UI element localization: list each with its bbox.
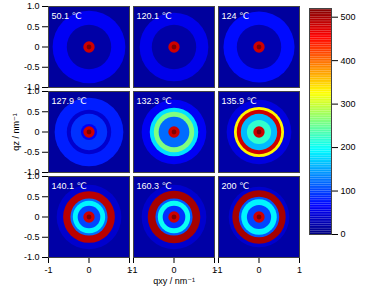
svg-text:0: 0 [34, 127, 39, 137]
svg-text:132.3 ℃: 132.3 ℃ [137, 96, 172, 106]
svg-text:0: 0 [86, 265, 91, 275]
svg-text:-1.0: -1.0 [24, 252, 40, 262]
svg-text:0: 0 [171, 265, 176, 275]
svg-text:1.0: 1.0 [27, 86, 40, 96]
svg-text:0.5: 0.5 [27, 107, 40, 117]
svg-text:100: 100 [341, 186, 356, 196]
svg-text:400: 400 [341, 56, 356, 66]
svg-text:1.0: 1.0 [27, 171, 40, 181]
svg-text:1: 1 [297, 265, 302, 275]
svg-text:0: 0 [34, 212, 39, 222]
svg-text:160.3 ℃: 160.3 ℃ [137, 181, 172, 191]
svg-text:-1: -1 [214, 265, 222, 275]
svg-text:qz / nm⁻¹: qz / nm⁻¹ [11, 113, 21, 150]
svg-text:500: 500 [341, 12, 356, 22]
svg-text:-0.5: -0.5 [24, 147, 40, 157]
svg-text:140.1 ℃: 140.1 ℃ [52, 181, 87, 191]
svg-text:200 ℃: 200 ℃ [222, 181, 250, 191]
svg-text:-1: -1 [129, 265, 137, 275]
svg-text:1.0: 1.0 [27, 1, 40, 11]
svg-text:124 ℃: 124 ℃ [222, 11, 250, 21]
svg-text:200: 200 [341, 142, 356, 152]
svg-text:-0.5: -0.5 [24, 62, 40, 72]
svg-text:qxy / nm⁻¹: qxy / nm⁻¹ [153, 276, 195, 286]
svg-text:0.5: 0.5 [27, 22, 40, 32]
svg-text:127.9 ℃: 127.9 ℃ [52, 96, 87, 106]
svg-text:-1: -1 [44, 265, 52, 275]
svg-text:0: 0 [34, 42, 39, 52]
svg-text:50.1 ℃: 50.1 ℃ [52, 11, 82, 21]
svg-text:0: 0 [341, 229, 346, 239]
svg-text:0.5: 0.5 [27, 192, 40, 202]
svg-text:300: 300 [341, 99, 356, 109]
svg-text:0: 0 [256, 265, 261, 275]
svg-text:120.1 ℃: 120.1 ℃ [137, 11, 172, 21]
svg-text:135.9 ℃: 135.9 ℃ [222, 96, 257, 106]
svg-text:-0.5: -0.5 [24, 232, 40, 242]
